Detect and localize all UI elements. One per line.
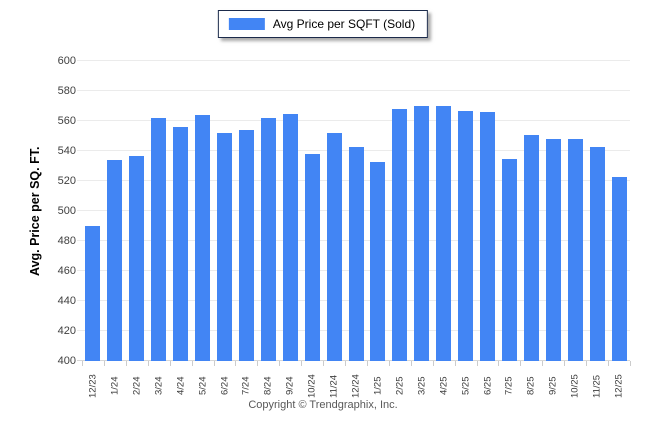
x-tick-mark — [454, 361, 456, 366]
bar — [107, 160, 123, 361]
bar — [392, 109, 408, 361]
x-tick-mark — [542, 361, 544, 366]
bar — [480, 112, 496, 361]
legend-swatch — [228, 18, 265, 30]
bar — [260, 118, 276, 361]
bar — [370, 161, 386, 361]
bar — [326, 133, 342, 361]
y-tick-label: 460 — [57, 265, 76, 277]
x-tick-mark — [630, 361, 631, 366]
x-tick-mark — [388, 361, 390, 366]
bar — [195, 115, 211, 361]
y-tick-label: 480 — [57, 235, 76, 247]
y-tick-label: 600 — [57, 55, 76, 67]
x-tick-mark — [82, 361, 83, 366]
bar — [523, 134, 539, 361]
bar — [282, 113, 298, 361]
bar — [216, 133, 232, 361]
y-tick-label: 540 — [57, 145, 76, 157]
x-tick-mark — [191, 361, 193, 366]
y-tick-label: 560 — [57, 115, 76, 127]
bar — [173, 127, 189, 361]
bar — [304, 154, 320, 361]
y-axis-tick-labels: 400 420 440 460 480 500 520 540 560 580 600 — [0, 55, 76, 367]
x-tick-mark — [125, 361, 127, 366]
x-tick-mark — [103, 361, 105, 366]
x-tick-mark — [279, 361, 281, 366]
bar — [589, 146, 605, 361]
copyright-text: Copyright © Trendgraphix, Inc. — [248, 399, 398, 411]
y-tick-label: 440 — [57, 295, 76, 307]
y-tick-label: 420 — [57, 325, 76, 337]
bar — [436, 106, 452, 361]
bar — [129, 155, 145, 361]
x-tick-mark — [410, 361, 412, 366]
gridline — [77, 90, 630, 91]
bar — [501, 158, 517, 361]
bar — [151, 118, 167, 361]
x-tick-mark — [213, 361, 215, 366]
x-tick-mark — [498, 361, 500, 366]
bar — [458, 110, 474, 361]
plot-area — [77, 60, 630, 361]
x-tick-mark — [520, 361, 522, 366]
bar — [611, 176, 627, 361]
y-tick-label: 400 — [57, 355, 76, 367]
y-tick-label: 500 — [57, 205, 76, 217]
bar — [545, 139, 561, 361]
bar — [567, 139, 583, 361]
legend-label: Avg Price per SQFT (Sold) — [272, 17, 416, 31]
x-tick-mark — [586, 361, 588, 366]
bar — [85, 226, 101, 361]
gridline — [77, 60, 630, 61]
bar — [238, 130, 254, 361]
chart-legend: Avg Price per SQFT (Sold) — [217, 10, 429, 38]
x-tick-mark — [257, 361, 259, 366]
gridline — [77, 120, 630, 121]
y-tick-label: 580 — [57, 85, 76, 97]
x-tick-mark — [147, 361, 149, 366]
x-tick-mark — [235, 361, 237, 366]
y-tick-label: 520 — [57, 175, 76, 187]
x-tick-mark — [345, 361, 347, 366]
x-tick-mark — [323, 361, 325, 366]
x-tick-mark — [366, 361, 368, 366]
x-tick-mark — [564, 361, 566, 366]
bar — [414, 106, 430, 361]
x-tick-mark — [476, 361, 478, 366]
bar — [348, 146, 364, 361]
x-tick-mark — [301, 361, 303, 366]
x-tick-mark — [432, 361, 434, 366]
x-tick-mark — [608, 361, 610, 366]
x-tick-mark — [169, 361, 171, 366]
x-axis-tick-marks — [82, 361, 631, 366]
